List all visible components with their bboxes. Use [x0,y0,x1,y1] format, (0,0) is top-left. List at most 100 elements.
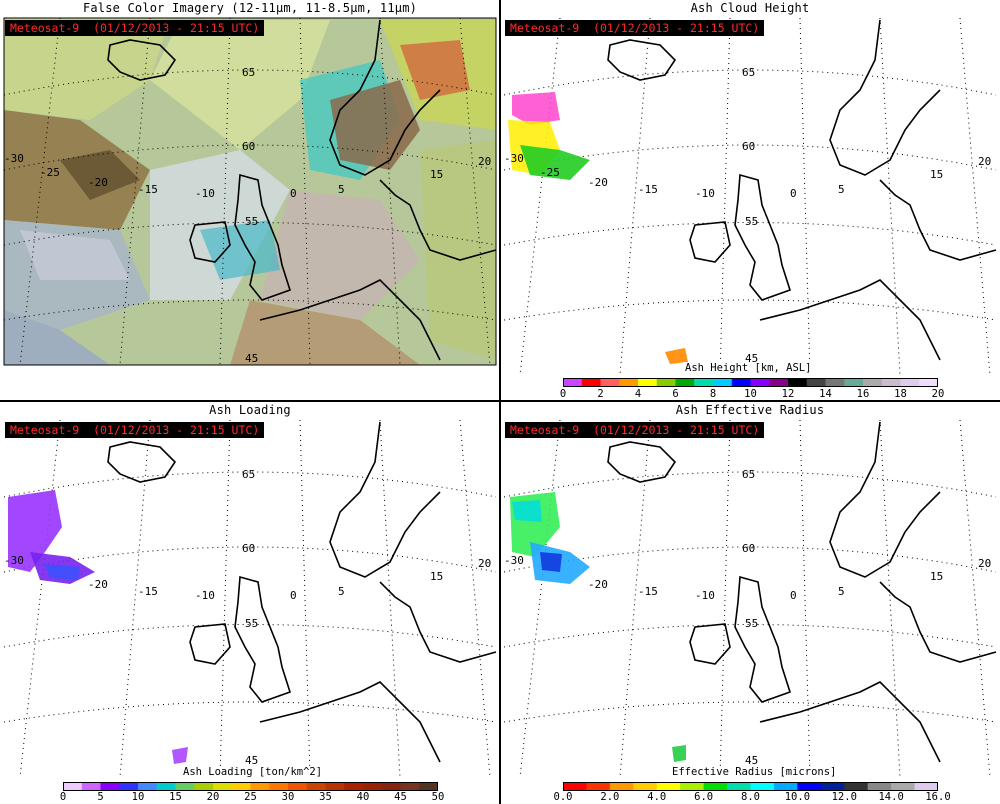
colorbar-swatch [419,782,438,791]
graticule [503,17,997,376]
panel-ash-cloud-height: 65 60 55 45 -30 -25 -20 -15 -10 0 5 15 2… [500,0,1000,402]
colorbar-swatch [731,378,751,387]
lon-label: 5 [338,183,345,196]
colorbar-swatch [703,782,728,791]
lon-label: 0 [290,187,297,200]
ash-pixels [672,745,686,762]
colorbar-swatch [891,782,916,791]
imagery-region [4,310,110,365]
colorbar-swatch [919,378,938,387]
colorbar-swatch [581,378,601,387]
ash-height-colorbar: Ash Height [km, ASL] 0 2 4 6 8 10 12 14 16 18 20 [560,362,944,400]
lon-label: 5 [838,585,845,598]
coastlines [107,421,497,763]
colorbar-swatch [325,782,345,791]
lat-label: 60 [242,140,255,153]
colorbar-tick-label: 12 [781,388,795,400]
lon-label: -30 [4,554,24,567]
colorbar-frame [563,782,938,791]
panel-ash-loading: 65 60 55 45 -30 -20 -15 -10 0 5 15 20 As… [0,402,500,804]
panel-ash-effective-radius: 65 60 55 45 -30 -20 -15 -10 0 5 15 20 As… [500,402,1000,804]
lon-label: -10 [695,589,715,602]
lat-label: 55 [745,617,758,630]
lon-label: 15 [930,570,943,583]
ash-pixels [512,500,542,522]
graticule [3,17,497,366]
lon-label: -15 [138,183,158,196]
colorbar-swatch [844,782,869,791]
ash-pixels [540,552,562,572]
lon-label: 15 [430,570,443,583]
ash-pixels [8,490,62,572]
colorbar-tick-label: 30 [281,791,295,803]
colorbar-tick-label: 10 [131,791,145,803]
colorbar-tick-label: 35 [319,791,332,803]
lat-label: 65 [742,66,755,79]
colorbar-swatch [656,782,681,791]
colorbar-swatch [750,782,775,791]
colorbar-swatch [231,782,251,791]
panel-title: Ash Cloud Height [690,1,810,15]
colorbar-swatch [381,782,401,791]
lat-label: 55 [745,215,758,228]
lon-label: -10 [695,187,715,200]
colorbar-tick-label: 6 [672,388,679,400]
colorbar-swatches [63,782,438,791]
colorbar-tick-label: 20 [206,791,220,803]
colorbar-swatch [656,378,676,387]
colorbar-swatch [63,782,83,791]
colorbar-swatch [363,782,383,791]
colorbar-swatch [400,782,420,791]
ash-loading-map: 65 60 55 45 -30 -20 -15 -10 0 5 15 20 [3,419,497,778]
lon-label: -15 [638,585,658,598]
colorbar-swatch [806,378,826,387]
imagery-region [420,140,496,360]
colorbar-swatch [138,782,158,791]
ash-pixels [520,145,590,180]
colorbar-tick-label: 6.0 [694,791,714,803]
imagery-region [150,20,330,150]
coastlines [607,19,997,361]
lon-label: -25 [40,166,60,179]
panel-divider-horizontal [0,400,1000,402]
lon-label: 20 [478,557,491,570]
colorbar-tick-label: 4 [634,388,642,400]
colorbar-tick-label: 20 [931,388,945,400]
imagery-region [60,150,140,200]
lat-label: 45 [245,352,258,365]
effective-radius-map: 65 60 55 45 -30 -20 -15 -10 0 5 15 20 [503,419,997,778]
lon-label: 15 [930,168,943,181]
colorbar-swatch [694,378,714,387]
colorbar-tick-label: 2.0 [600,791,620,803]
colorbar-swatch [881,378,901,387]
effective-radius-retrievals [510,492,686,762]
imagery-region [200,220,280,280]
colorbar-swatches [563,378,938,387]
colorbar-ticks: 0 5 10 15 20 25 30 35 40 45 50 [60,791,444,803]
colorbar-tick-label: 16 [856,388,870,400]
colorbar-ticks: 0.0 2.0 4.0 6.0 8.0 10.0 12.0 14.0 16.0 [554,791,951,803]
lon-label: -20 [88,578,108,591]
colorbar-swatch [306,782,326,791]
colorbar-tick-label: 4.0 [647,791,667,803]
satellite-time-label: Meteosat-9 (01/12/2013 - 21:15 UTC) [5,20,265,36]
colorbar-swatch [680,782,705,791]
graticule [503,419,997,778]
panel-title: Ash Loading [209,403,291,417]
colorbar-swatch [633,782,658,791]
colorbar-swatches [563,782,938,791]
panel-title: Ash Effective Radius [675,403,825,417]
colorbar-swatch [609,782,634,791]
ash-height-retrievals [508,92,688,364]
lon-label: 5 [338,585,345,598]
colorbar-tick-label: 10 [744,388,757,400]
lon-label: 0 [790,187,797,200]
coastlines [107,19,497,361]
colorbar-tick-label: 10.0 [784,791,811,803]
colorbar-tick-label: 0.0 [553,791,573,803]
panel-false-color-imagery: 65 60 55 45 -30 -25 -20 -15 -10 0 5 15 2… [0,0,500,402]
colorbar-tick-label: 25 [244,791,257,803]
imagery-region [4,18,170,120]
colorbar-swatch [750,378,770,387]
